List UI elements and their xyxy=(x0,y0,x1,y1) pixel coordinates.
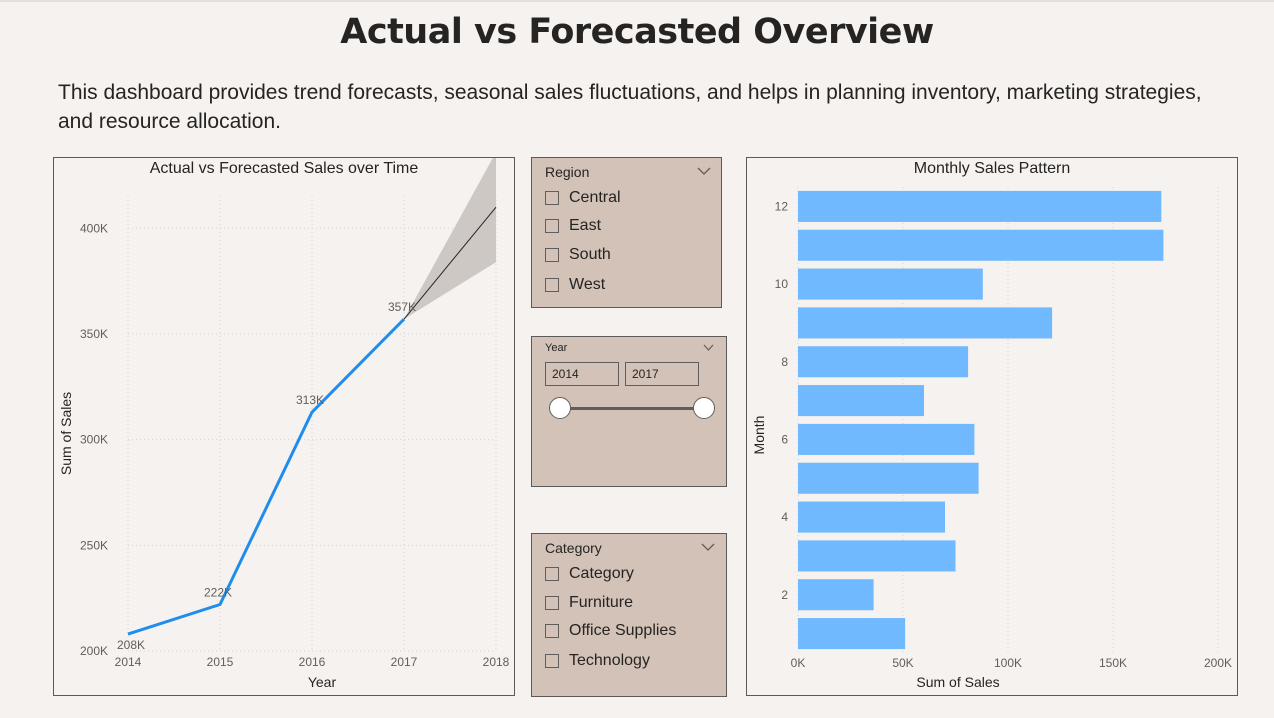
region-slicer-header: Region xyxy=(545,164,590,180)
x-tick-label: 2017 xyxy=(391,655,418,669)
option-label: Office Supplies xyxy=(569,622,677,639)
y-tick-label: 6 xyxy=(781,432,788,446)
year-end-input[interactable]: 2017 xyxy=(625,362,699,386)
y-tick-label: 300K xyxy=(80,433,108,447)
checkbox[interactable] xyxy=(545,191,559,205)
page-subtitle: This dashboard provides trend forecasts,… xyxy=(58,81,1202,133)
region-option-south[interactable]: South xyxy=(545,246,611,264)
bar-month-1 xyxy=(798,618,906,650)
chevron-down-icon[interactable] xyxy=(697,166,711,176)
checkbox[interactable] xyxy=(545,219,559,233)
forecast-confidence-band xyxy=(404,158,496,320)
line-chart-panel[interactable]: Actual vs Forecasted Sales over Time 200… xyxy=(53,157,515,696)
year-slider-track[interactable] xyxy=(560,407,706,410)
checkbox[interactable] xyxy=(545,567,559,581)
x-tick-label: 0K xyxy=(791,656,806,670)
bar-month-8 xyxy=(798,346,969,378)
x-tick-label: 100K xyxy=(994,656,1022,670)
y-tick-label: 400K xyxy=(80,221,108,235)
year-slicer-header: Year xyxy=(545,342,568,354)
category-option-technology[interactable]: Technology xyxy=(545,652,650,670)
option-label: Central xyxy=(569,189,621,206)
y-tick-label: 4 xyxy=(781,510,788,524)
checkbox[interactable] xyxy=(545,248,559,262)
region-option-east[interactable]: East xyxy=(545,217,601,235)
y-tick-label: 10 xyxy=(775,277,789,291)
bar-month-10 xyxy=(798,268,983,300)
x-tick-label: 2018 xyxy=(483,655,510,669)
x-tick-label: 200K xyxy=(1204,656,1232,670)
x-tick-label: 2015 xyxy=(207,655,234,669)
bar-month-5 xyxy=(798,462,979,494)
y-axis-title: Month xyxy=(751,416,767,455)
year-slider-end-handle[interactable] xyxy=(693,397,715,419)
checkbox[interactable] xyxy=(545,624,559,638)
y-tick-label: 250K xyxy=(80,538,108,552)
forecast-line xyxy=(403,206,497,320)
category-slicer-header: Category xyxy=(545,540,602,556)
region-option-central[interactable]: Central xyxy=(545,189,621,207)
bar-month-9 xyxy=(798,307,1053,339)
y-tick-label: 8 xyxy=(781,355,788,369)
option-label: Furniture xyxy=(569,594,634,611)
checkbox[interactable] xyxy=(545,278,559,292)
category-option-category[interactable]: Category xyxy=(545,565,634,583)
bar-month-2 xyxy=(798,579,874,611)
bar-month-3 xyxy=(798,540,956,572)
y-tick-label: 350K xyxy=(80,327,108,341)
option-label: East xyxy=(569,217,602,234)
x-tick-label: 2016 xyxy=(299,655,326,669)
data-label: 313K xyxy=(296,393,324,407)
y-tick-label: 2 xyxy=(781,588,788,602)
x-axis-title: Sum of Sales xyxy=(916,674,999,690)
year-slicer[interactable]: Year 2014 2017 xyxy=(531,336,727,487)
bar-month-12 xyxy=(798,190,1162,222)
bar-chart-title: Monthly Sales Pattern xyxy=(913,160,1071,177)
x-tick-label: 50K xyxy=(892,656,913,670)
line-chart: 200K 250K 300K 350K 400K 2014 2015 2016 2017 2018… xyxy=(58,158,510,690)
data-label: 208K xyxy=(117,638,145,652)
bar-month-4 xyxy=(798,501,945,533)
year-slider-start-handle[interactable] xyxy=(549,397,571,419)
category-option-office-supplies[interactable]: Office Supplies xyxy=(545,622,676,640)
option-label: Technology xyxy=(569,652,650,669)
line-chart-title: Actual vs Forecasted Sales over Time xyxy=(149,160,419,177)
bar-month-7 xyxy=(798,385,924,417)
top-divider xyxy=(0,0,1274,2)
year-start-input[interactable]: 2014 xyxy=(545,362,619,386)
x-tick-label: 2014 xyxy=(115,655,142,669)
option-label: South xyxy=(569,246,611,263)
chevron-down-icon[interactable] xyxy=(703,344,714,352)
page-title: Actual vs Forecasted Overview xyxy=(340,12,934,52)
checkbox[interactable] xyxy=(545,596,559,610)
actual-sales-line xyxy=(127,318,406,636)
bar-chart: 0K 50K 100K 150K 200K 12 10 8 6 4 2 Sum of Sales Mon… xyxy=(751,187,1232,690)
region-option-west[interactable]: West xyxy=(545,276,605,294)
bar-chart-panel[interactable]: Monthly Sales Pattern 0K 50K 100K 150K 200K 1… xyxy=(746,157,1238,696)
option-label: Category xyxy=(569,565,634,582)
bar-month-6 xyxy=(798,423,975,455)
region-slicer[interactable]: Region Central East South West xyxy=(531,157,722,308)
y-tick-label: 200K xyxy=(80,644,108,658)
y-axis-title: Sum of Sales xyxy=(58,392,74,475)
data-label: 222K xyxy=(204,586,232,600)
option-label: West xyxy=(569,276,606,293)
data-label: 357K xyxy=(388,300,416,314)
chevron-down-icon[interactable] xyxy=(701,542,715,552)
y-tick-label: 12 xyxy=(775,199,789,213)
x-axis-title: Year xyxy=(308,674,337,690)
category-option-furniture[interactable]: Furniture xyxy=(545,594,633,612)
x-tick-label: 150K xyxy=(1099,656,1127,670)
checkbox[interactable] xyxy=(545,654,559,668)
category-slicer[interactable]: Category Category Furniture Office Suppl… xyxy=(531,533,727,697)
bar-month-11 xyxy=(798,229,1164,261)
